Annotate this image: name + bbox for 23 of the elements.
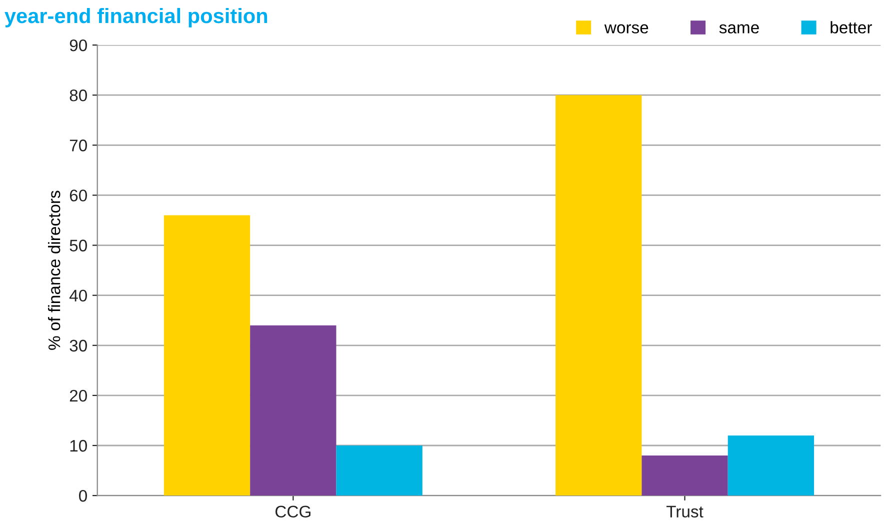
legend-label: worse [604, 24, 648, 34]
y-tick-label: 90 [70, 39, 87, 52]
bar [556, 95, 642, 496]
bar [336, 445, 422, 496]
y-tick-label: 50 [70, 240, 87, 252]
chart-title: year-end financial position [4, 8, 268, 28]
bar [250, 325, 336, 496]
y-tick-label: 20 [70, 390, 87, 402]
y-axis-title: % of finance directors [48, 190, 60, 350]
y-tick-label: 80 [70, 90, 87, 102]
legend-label: same [719, 24, 759, 34]
y-tick-label: 10 [70, 440, 87, 452]
bar [728, 435, 814, 496]
legend-label: better [830, 21, 872, 34]
y-tick-label: 0 [79, 490, 87, 502]
x-tick-label: Trust [666, 506, 704, 518]
y-tick-label: 70 [70, 140, 87, 152]
bar [642, 456, 728, 496]
x-tick-label: CCG [275, 506, 310, 518]
y-tick-label: 40 [69, 290, 87, 302]
bar [164, 215, 250, 496]
y-tick-label: 60 [70, 190, 87, 202]
y-tick-label: 30 [70, 340, 87, 352]
